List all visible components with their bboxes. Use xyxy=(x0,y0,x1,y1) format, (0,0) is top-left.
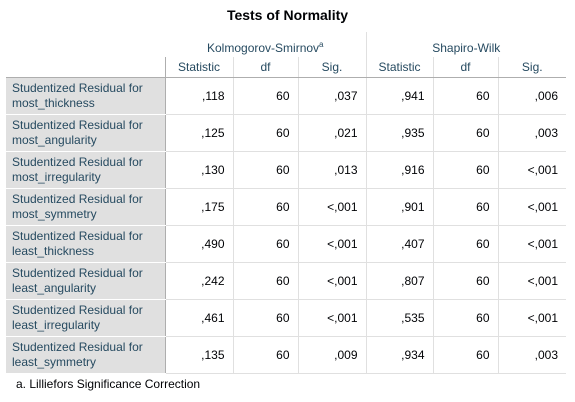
cell-sw-statistic: ,901 xyxy=(365,188,433,226)
col-header-ks-df: df xyxy=(232,57,298,78)
cell-ks-statistic: ,135 xyxy=(164,336,233,374)
cell-sw-statistic: ,535 xyxy=(365,299,433,337)
cell-ks-sig: <,001 xyxy=(297,299,366,337)
col-header-sw-statistic: Statistic xyxy=(365,57,433,78)
row-label-line2: most_thickness xyxy=(12,96,95,110)
ks-group-header: Kolmogorov-Smirnova xyxy=(165,32,366,57)
column-header-row: Statistic df Sig. Statistic df Sig. xyxy=(6,57,566,78)
cell-sw-df: 60 xyxy=(432,336,498,374)
table-title: Tests of Normality xyxy=(226,7,349,23)
row-label-line2: most_irregularity xyxy=(12,170,101,184)
cell-sw-df: 60 xyxy=(432,114,498,152)
cell-ks-statistic: ,461 xyxy=(164,299,233,337)
table-body: Studentized Residual for most_thickness ,1… xyxy=(6,77,566,374)
cell-ks-sig: <,001 xyxy=(297,188,366,226)
cell-sw-statistic: ,407 xyxy=(365,225,433,263)
col-header-ks-statistic: Statistic xyxy=(164,57,233,78)
cell-sw-sig: ,006 xyxy=(497,77,566,115)
cell-ks-sig: ,009 xyxy=(297,336,366,374)
table-row: Studentized Residual for least_irregulari… xyxy=(6,299,566,337)
row-label: Studentized Residual for least_thickness xyxy=(6,225,165,263)
table-row: Studentized Residual for most_thickness ,1… xyxy=(6,77,566,115)
row-label-line2: least_irregularity xyxy=(12,318,101,332)
normality-table: Kolmogorov-Smirnova Shapiro-Wilk Statist… xyxy=(6,32,566,374)
cell-sw-sig: <,001 xyxy=(497,188,566,226)
col-header-ks-sig: Sig. xyxy=(297,57,366,78)
col-header-sw-df: df xyxy=(432,57,498,78)
cell-sw-sig: <,001 xyxy=(497,299,566,337)
row-label-line1: Studentized Residual for xyxy=(12,155,143,169)
cell-ks-df: 60 xyxy=(232,336,298,374)
row-label-line2: most_symmetry xyxy=(12,207,97,221)
row-label-line2: least_symmetry xyxy=(12,355,97,369)
cell-sw-df: 60 xyxy=(432,188,498,226)
cell-ks-df: 60 xyxy=(232,188,298,226)
cell-ks-sig: ,037 xyxy=(297,77,366,115)
cell-ks-sig: <,001 xyxy=(297,262,366,300)
ks-group-label: Kolmogorov-Smirnov xyxy=(207,41,320,55)
row-label: Studentized Residual for most_angularity xyxy=(6,114,165,152)
cell-ks-statistic: ,490 xyxy=(164,225,233,263)
cell-ks-df: 60 xyxy=(232,262,298,300)
row-label-line1: Studentized Residual for xyxy=(12,118,143,132)
cell-sw-sig: <,001 xyxy=(497,151,566,189)
cell-sw-df: 60 xyxy=(432,77,498,115)
row-label-line2: least_angularity xyxy=(12,281,97,295)
table-row: Studentized Residual for least_angularity… xyxy=(6,262,566,300)
cell-sw-statistic: ,941 xyxy=(365,77,433,115)
cell-ks-df: 60 xyxy=(232,77,298,115)
cell-sw-statistic: ,934 xyxy=(365,336,433,374)
row-label: Studentized Residual for most_irregularit… xyxy=(6,151,165,189)
ks-footnote-mark: a xyxy=(319,40,324,49)
col-header-sw-sig: Sig. xyxy=(497,57,566,78)
cell-ks-statistic: ,130 xyxy=(164,151,233,189)
corner-cell xyxy=(6,32,165,57)
cell-ks-statistic: ,242 xyxy=(164,262,233,300)
row-label: Studentized Residual for least_symmetry xyxy=(6,336,165,374)
row-label-line2: most_angularity xyxy=(12,133,97,147)
row-label-line1: Studentized Residual for xyxy=(12,303,143,317)
cell-ks-df: 60 xyxy=(232,151,298,189)
cell-ks-df: 60 xyxy=(232,225,298,263)
cell-ks-df: 60 xyxy=(232,114,298,152)
table-row: Studentized Residual for least_symmetry ,1… xyxy=(6,336,566,374)
sw-group-header: Shapiro-Wilk xyxy=(365,32,566,57)
cell-sw-sig: <,001 xyxy=(497,262,566,300)
table-row: Studentized Residual for most_symmetry ,17… xyxy=(6,188,566,226)
table-row: Studentized Residual for most_irregularit… xyxy=(6,151,566,189)
row-label-line1: Studentized Residual for xyxy=(12,266,143,280)
cell-sw-df: 60 xyxy=(432,262,498,300)
cell-sw-statistic: ,807 xyxy=(365,262,433,300)
cell-ks-statistic: ,175 xyxy=(164,188,233,226)
row-label: Studentized Residual for most_symmetry xyxy=(6,188,165,226)
cell-sw-df: 60 xyxy=(432,299,498,337)
cell-ks-sig: <,001 xyxy=(297,225,366,263)
row-label: Studentized Residual for least_irregulari… xyxy=(6,299,165,337)
sw-group-label: Shapiro-Wilk xyxy=(432,41,501,55)
row-label-line2: least_thickness xyxy=(12,244,95,258)
cell-sw-sig: ,003 xyxy=(497,336,566,374)
row-label-line1: Studentized Residual for xyxy=(12,229,143,243)
cell-ks-df: 60 xyxy=(232,299,298,337)
cell-ks-sig: ,021 xyxy=(297,114,366,152)
cell-sw-statistic: ,935 xyxy=(365,114,433,152)
corner-cell-2 xyxy=(6,57,165,78)
cell-ks-statistic: ,118 xyxy=(164,77,233,115)
row-label-line1: Studentized Residual for xyxy=(12,192,143,206)
cell-ks-sig: ,013 xyxy=(297,151,366,189)
row-label: Studentized Residual for least_angularity xyxy=(6,262,165,300)
cell-sw-sig: ,003 xyxy=(497,114,566,152)
footnote: a. Lilliefors Significance Correction xyxy=(16,377,201,391)
row-label: Studentized Residual for most_thickness xyxy=(6,77,165,115)
cell-sw-df: 60 xyxy=(432,225,498,263)
cell-sw-statistic: ,916 xyxy=(365,151,433,189)
row-label-line1: Studentized Residual for xyxy=(12,81,143,95)
cell-sw-df: 60 xyxy=(432,151,498,189)
table-row: Studentized Residual for least_thickness,… xyxy=(6,225,566,263)
cell-ks-statistic: ,125 xyxy=(164,114,233,152)
group-header-row: Kolmogorov-Smirnova Shapiro-Wilk xyxy=(6,32,566,57)
cell-sw-sig: <,001 xyxy=(497,225,566,263)
table-row: Studentized Residual for most_angularity,… xyxy=(6,114,566,152)
row-label-line1: Studentized Residual for xyxy=(12,340,143,354)
